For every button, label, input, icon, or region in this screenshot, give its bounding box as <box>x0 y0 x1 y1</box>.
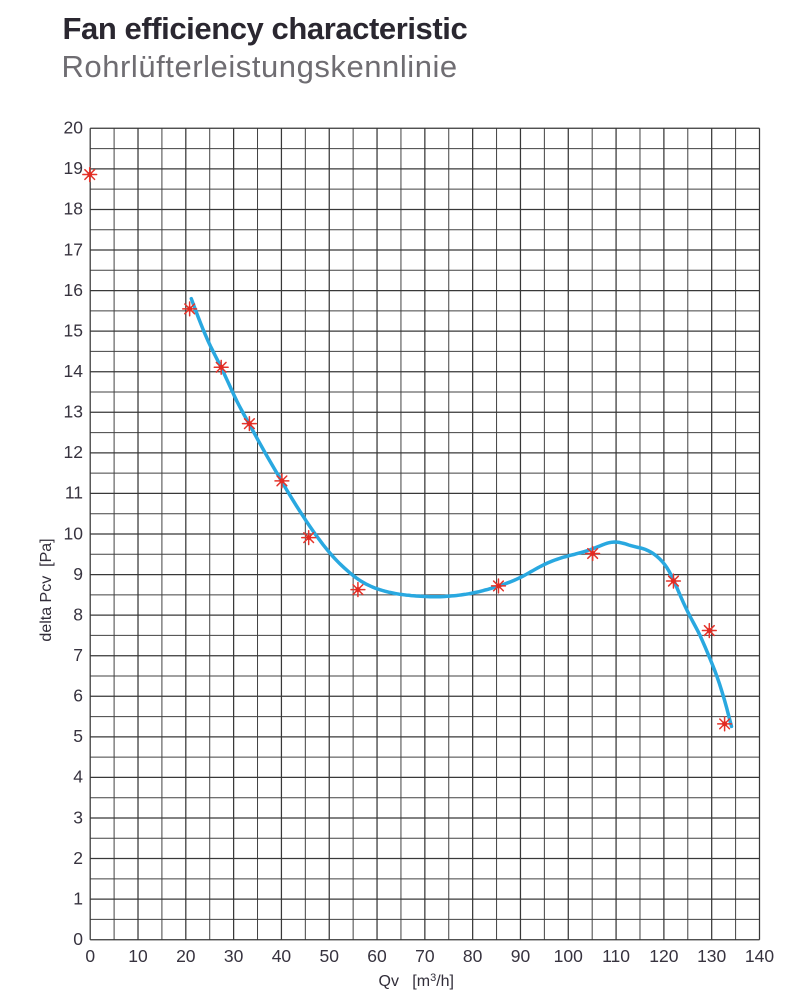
svg-text:80: 80 <box>463 946 483 966</box>
svg-text:11: 11 <box>65 483 83 503</box>
svg-text:Qv [m3/h]: Qv [m3/h] <box>379 972 454 990</box>
svg-text:120: 120 <box>649 946 678 966</box>
svg-text:15: 15 <box>64 320 83 340</box>
svg-text:140: 140 <box>745 946 774 966</box>
svg-text:delta Pcv [Pa]: delta Pcv [Pa] <box>38 538 55 641</box>
svg-text:30: 30 <box>224 946 244 966</box>
svg-text:12: 12 <box>64 442 83 462</box>
svg-text:0: 0 <box>85 946 95 966</box>
svg-text:7: 7 <box>73 645 83 665</box>
svg-text:20: 20 <box>64 118 84 138</box>
svg-text:130: 130 <box>697 946 726 966</box>
svg-text:1: 1 <box>73 888 83 908</box>
svg-text:5: 5 <box>73 726 83 746</box>
svg-text:70: 70 <box>415 946 435 966</box>
svg-text:14: 14 <box>64 361 84 381</box>
svg-text:2: 2 <box>73 848 83 868</box>
svg-text:6: 6 <box>73 686 83 706</box>
svg-text:10: 10 <box>64 523 84 543</box>
svg-text:9: 9 <box>73 564 83 584</box>
svg-text:90: 90 <box>511 946 531 966</box>
svg-text:40: 40 <box>272 946 292 966</box>
svg-text:18: 18 <box>64 199 83 219</box>
svg-text:3: 3 <box>73 807 83 827</box>
svg-text:0: 0 <box>73 929 83 949</box>
svg-text:19: 19 <box>64 158 83 178</box>
svg-text:4: 4 <box>73 767 83 787</box>
svg-text:20: 20 <box>176 946 196 966</box>
svg-text:60: 60 <box>367 946 387 966</box>
svg-text:50: 50 <box>320 946 340 966</box>
svg-text:100: 100 <box>554 946 583 966</box>
svg-text:110: 110 <box>602 946 630 966</box>
svg-text:13: 13 <box>64 402 83 422</box>
svg-text:17: 17 <box>64 239 83 259</box>
svg-text:8: 8 <box>73 604 83 624</box>
svg-text:10: 10 <box>128 946 148 966</box>
svg-text:16: 16 <box>64 280 83 300</box>
